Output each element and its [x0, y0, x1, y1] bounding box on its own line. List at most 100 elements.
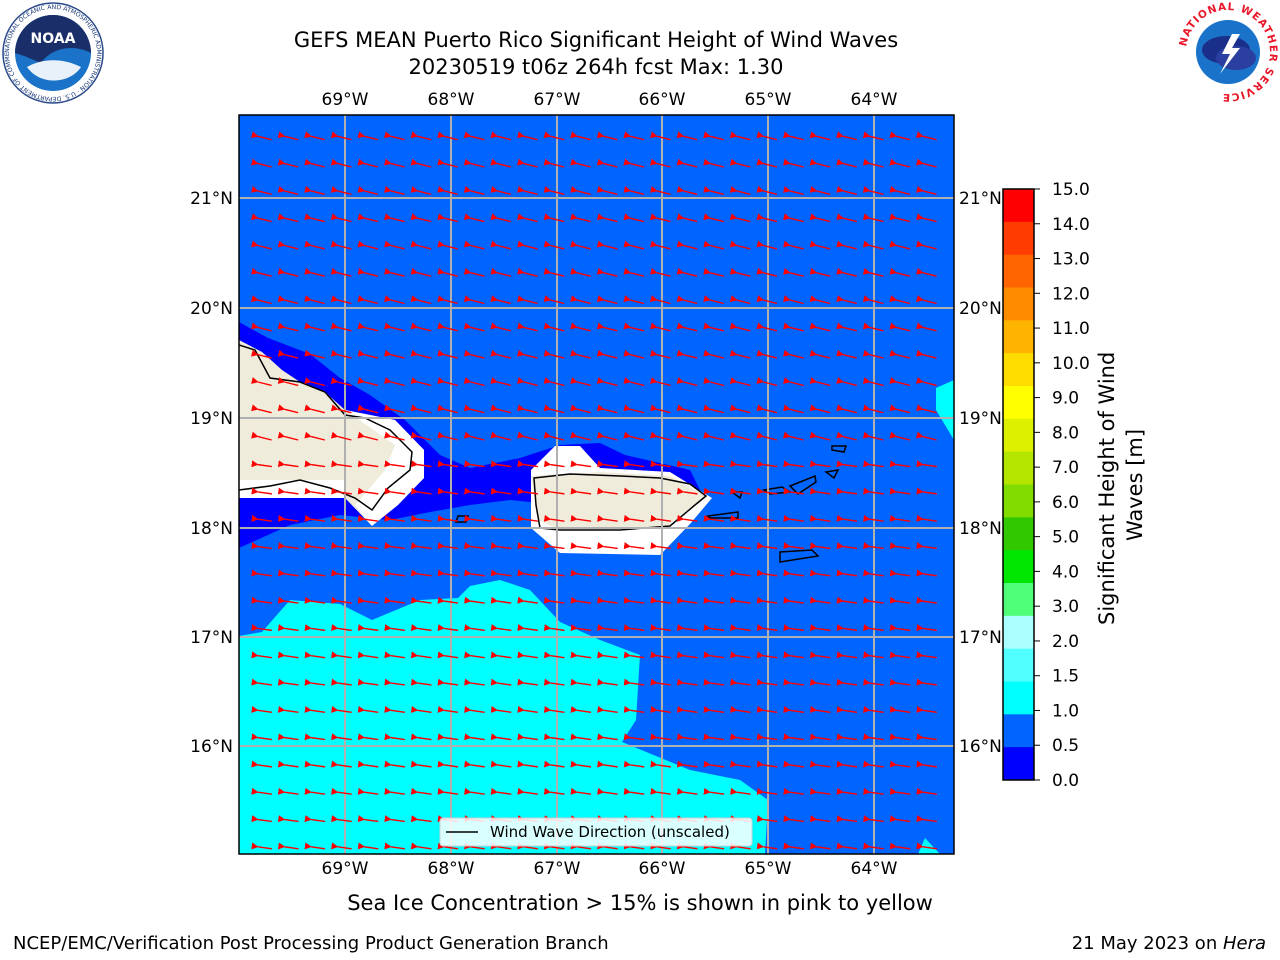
wave-direction-arrow [304, 377, 325, 387]
wave-direction-arrow [330, 267, 352, 277]
wave-direction-arrow [676, 213, 698, 223]
wave-direction-arrow [836, 267, 857, 277]
wave-direction-arrow [863, 760, 884, 768]
wave-direction-arrow [304, 404, 325, 414]
wave-direction-arrow [517, 295, 538, 305]
wave-direction-arrow [809, 787, 831, 795]
colorbar-label: Significant Height of Wind Waves [m] [1095, 345, 1147, 625]
wave-direction-arrow [357, 404, 379, 414]
wave-direction-arrow [437, 460, 459, 468]
wave-direction-arrow [916, 651, 937, 659]
wave-direction-arrow [836, 842, 858, 850]
wave-direction-arrow [703, 267, 724, 277]
wave-direction-arrow [437, 185, 458, 195]
wave-direction-arrow [517, 404, 538, 414]
wave-direction-arrow [783, 349, 804, 359]
wave-direction-arrow [916, 240, 937, 250]
wave-direction-arrow [517, 377, 538, 387]
wave-direction-arrow [650, 404, 671, 414]
wave-direction-arrow [517, 349, 538, 359]
wave-direction-arrow [809, 624, 831, 632]
wave-direction-arrow [517, 131, 538, 141]
wave-direction-arrow [570, 322, 591, 332]
wave-direction-arrow [836, 240, 857, 250]
wave-direction-arrow [251, 460, 272, 468]
wave-direction-arrow [384, 514, 405, 522]
chart-subtitle: 20230519 t06z 264h fcst Max: 1.30 [408, 55, 784, 79]
wave-direction-arrow [650, 131, 671, 141]
wave-direction-arrow [650, 596, 671, 604]
wave-direction-arrow [304, 787, 326, 795]
wave-direction-arrow [676, 760, 698, 768]
wave-direction-arrow [623, 678, 645, 686]
wave-direction-arrow [357, 431, 379, 441]
wave-direction-arrow [836, 542, 858, 550]
wave-direction-arrow [889, 322, 911, 332]
wave-direction-arrow [597, 596, 618, 604]
wave-direction-arrow [410, 705, 432, 713]
wave-direction-arrow [490, 569, 512, 577]
wave-direction-arrow [331, 460, 352, 468]
wave-direction-arrow [676, 460, 698, 468]
footer-host: Hera [1222, 933, 1266, 954]
wave-direction-arrow [251, 131, 272, 141]
colorbar-segment [1003, 615, 1034, 650]
wave-direction-arrow [916, 596, 937, 604]
wave-direction-arrow [863, 514, 884, 522]
wave-direction-arrow [650, 514, 671, 522]
wave-direction-arrow [783, 787, 804, 795]
wave-direction-arrow [809, 514, 831, 522]
wave-direction-arrow [836, 349, 857, 359]
wave-direction-arrow [251, 815, 272, 823]
wave-direction-arrow [650, 431, 671, 441]
footer-branch: NCEP/EMC/Verification Post Processing Pr… [13, 933, 609, 954]
wave-direction-arrow [650, 760, 671, 768]
wave-direction-arrow [464, 787, 485, 795]
wave-direction-arrow [304, 158, 325, 168]
wave-direction-arrow [304, 460, 326, 468]
wave-direction-arrow [676, 131, 698, 141]
wave-direction-arrow [570, 487, 592, 495]
wave-direction-arrow [517, 431, 538, 441]
wave-direction-arrow [331, 815, 352, 823]
wave-direction-arrow [330, 158, 352, 168]
wave-direction-arrow [464, 651, 485, 659]
wave-direction-arrow [410, 349, 432, 359]
wave-direction-arrow [756, 377, 778, 387]
wave-direction-arrow [277, 131, 299, 141]
wave-direction-arrow [729, 131, 751, 141]
wave-direction-arrow [463, 295, 485, 305]
wave-direction-arrow [809, 131, 831, 141]
wave-direction-arrow [889, 569, 911, 577]
wave-direction-arrow [251, 267, 272, 277]
wave-direction-arrow [570, 377, 591, 387]
wave-direction-arrow [251, 760, 272, 768]
wave-direction-arrow [916, 787, 937, 795]
wave-direction-arrow [756, 815, 778, 823]
wave-direction-arrow [756, 240, 778, 250]
wave-direction-arrow [330, 240, 352, 250]
wave-direction-arrow [517, 624, 538, 632]
wave-direction-arrow [464, 624, 485, 632]
wave-direction-arrow [756, 678, 778, 686]
wave-direction-arrow [543, 842, 565, 850]
wave-direction-arrow [623, 240, 645, 250]
wave-direction-arrow [889, 158, 911, 168]
wave-direction-arrow [330, 431, 352, 441]
wave-direction-arrow [809, 569, 831, 577]
wave-direction-arrow [570, 842, 592, 850]
wave-direction-arrow [384, 815, 405, 823]
wave-direction-arrow [543, 267, 565, 277]
wave-direction-arrow [729, 185, 751, 195]
wave-direction-arrow [410, 787, 432, 795]
wave-direction-arrow [836, 678, 858, 686]
wave-direction-arrow [437, 542, 459, 550]
wave-direction-arrow [756, 542, 778, 550]
wave-direction-arrow [570, 705, 592, 713]
wave-direction-arrow [676, 404, 698, 414]
wave-direction-arrow [490, 514, 512, 522]
wave-direction-arrow [650, 678, 671, 686]
wave-direction-arrow [570, 431, 591, 441]
wave-direction-arrow [410, 542, 432, 550]
wave-direction-arrow [676, 431, 698, 441]
